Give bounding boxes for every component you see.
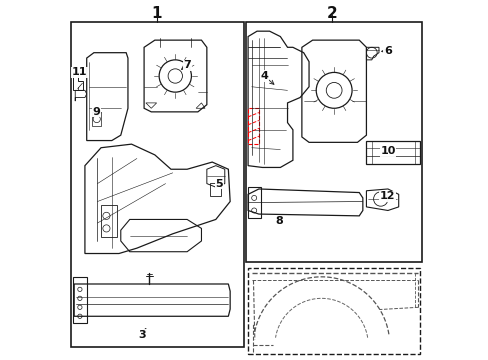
Text: 10: 10: [380, 146, 395, 156]
Text: 1: 1: [151, 6, 162, 21]
Bar: [247, 268, 419, 354]
Text: 2: 2: [326, 6, 337, 21]
Text: 8: 8: [275, 216, 283, 226]
Text: 6: 6: [383, 46, 391, 56]
Text: 11: 11: [72, 67, 87, 77]
Text: 4: 4: [260, 71, 267, 81]
Text: 5: 5: [215, 179, 223, 189]
Bar: [247, 108, 258, 144]
Bar: [246, 22, 421, 262]
Text: 7: 7: [183, 60, 191, 70]
Bar: [70, 22, 244, 347]
Text: 3: 3: [138, 330, 146, 340]
Text: 12: 12: [379, 191, 394, 201]
Text: 9: 9: [92, 107, 100, 117]
